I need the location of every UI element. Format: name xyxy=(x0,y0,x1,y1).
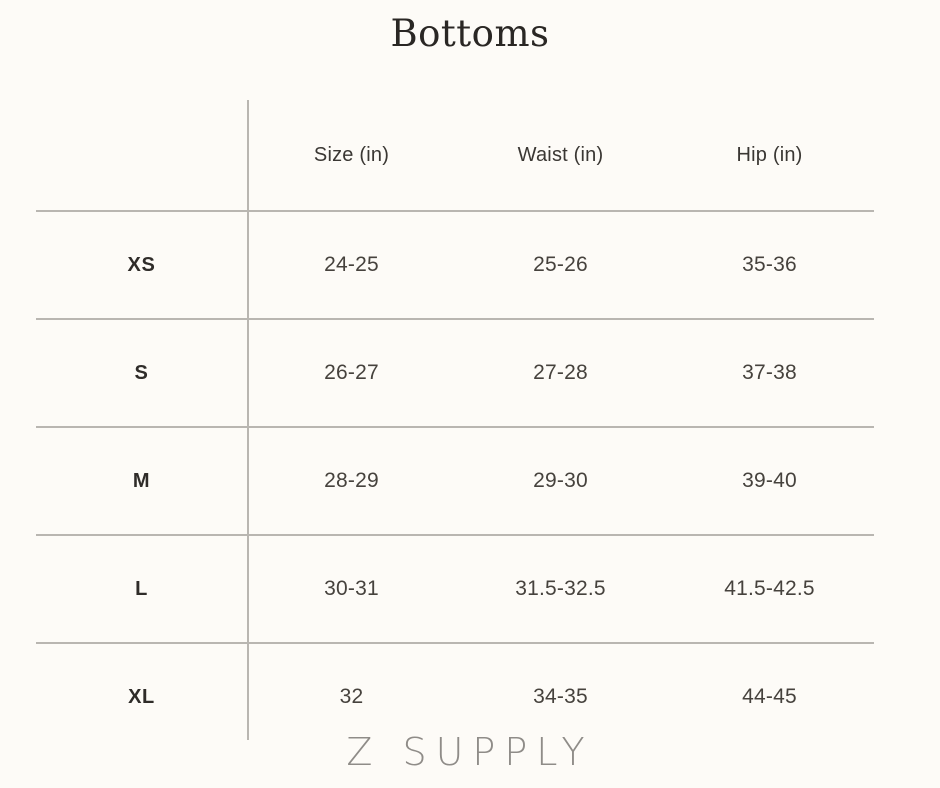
cell-hip: 41.5-42.5 xyxy=(724,577,815,600)
brand-wordmark: Z SUPPLY xyxy=(346,730,594,775)
table-row: XL 32 34-35 44-45 xyxy=(36,644,874,750)
row-label-xs: XS xyxy=(127,253,156,276)
cell-size: 26-27 xyxy=(324,361,379,384)
cell-size: 28-29 xyxy=(324,469,379,492)
cell-waist: 34-35 xyxy=(533,685,588,708)
row-label-s: S xyxy=(134,361,149,384)
table-row: M 28-29 29-30 39-40 xyxy=(36,428,874,535)
table-header-row: Size (in) Waist (in) Hip (in) xyxy=(36,100,874,211)
cell-hip: 37-38 xyxy=(742,361,797,384)
size-chart-table: Size (in) Waist (in) Hip (in) XS 24-25 2… xyxy=(36,100,874,750)
row-label-m: M xyxy=(132,469,151,492)
column-divider xyxy=(247,100,249,740)
cell-waist: 31.5-32.5 xyxy=(515,577,606,600)
column-header-size-label xyxy=(36,100,247,211)
column-header-size: Size (in) xyxy=(313,143,390,166)
row-label-xl: XL xyxy=(128,685,155,708)
column-header-waist: Waist (in) xyxy=(517,143,604,166)
row-label-l: L xyxy=(135,577,148,600)
cell-size: 30-31 xyxy=(324,577,379,600)
cell-hip: 39-40 xyxy=(742,469,797,492)
table-row: XS 24-25 25-26 35-36 xyxy=(36,212,874,319)
cell-waist: 29-30 xyxy=(533,469,588,492)
cell-size: 32 xyxy=(339,685,364,708)
table-row: S 26-27 27-28 37-38 xyxy=(36,320,874,427)
cell-hip: 44-45 xyxy=(742,685,797,708)
page-title: Bottoms xyxy=(390,12,550,55)
cell-waist: 25-26 xyxy=(533,253,588,276)
cell-hip: 35-36 xyxy=(742,253,797,276)
column-header-hip: Hip (in) xyxy=(736,143,803,166)
table-row: L 30-31 31.5-32.5 41.5-42.5 xyxy=(36,536,874,643)
cell-size: 24-25 xyxy=(324,253,379,276)
cell-waist: 27-28 xyxy=(533,361,588,384)
